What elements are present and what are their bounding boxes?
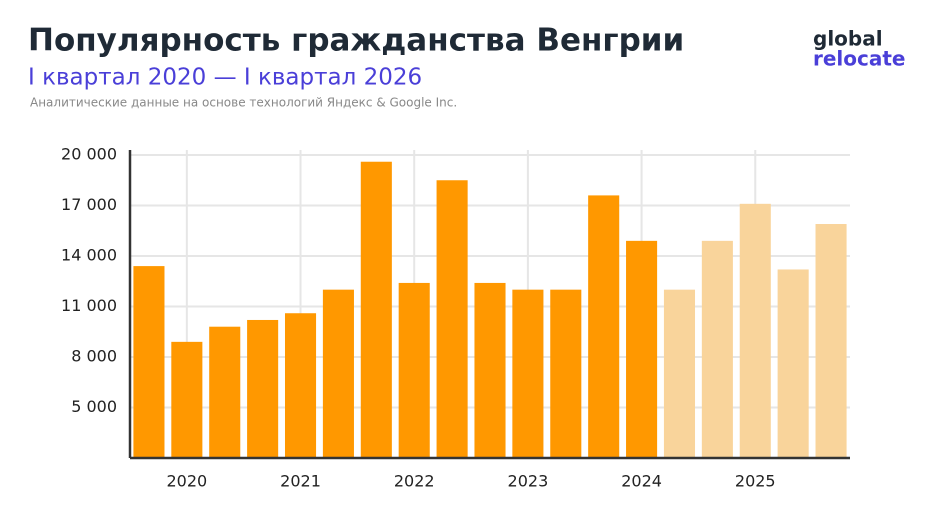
y-tick-label: 14 000 bbox=[61, 246, 117, 265]
bar bbox=[436, 180, 468, 458]
x-tick-label: 2024 bbox=[621, 472, 662, 491]
bar bbox=[512, 289, 544, 458]
bar bbox=[550, 289, 582, 458]
bar bbox=[360, 161, 392, 458]
x-tick-label: 2020 bbox=[166, 472, 207, 491]
bar bbox=[588, 195, 620, 458]
chart-title: Популярность гражданства Венгрии bbox=[28, 23, 684, 59]
bar bbox=[247, 319, 279, 458]
bar bbox=[322, 289, 354, 458]
logo-line-2: relocate bbox=[813, 47, 906, 71]
bar bbox=[777, 269, 809, 458]
x-tick-label: 2022 bbox=[394, 472, 435, 491]
y-tick-label: 20 000 bbox=[61, 145, 117, 164]
y-tick-label: 5 000 bbox=[71, 397, 117, 416]
x-tick-label: 2025 bbox=[735, 472, 776, 491]
bar bbox=[398, 282, 430, 458]
bar bbox=[474, 282, 506, 458]
bar bbox=[739, 203, 771, 458]
bar bbox=[663, 289, 696, 458]
bar bbox=[209, 326, 241, 458]
bar bbox=[171, 341, 203, 458]
source-note: Аналитические данные на основе технологи… bbox=[30, 96, 457, 110]
chart-subtitle: I квартал 2020 — I квартал 2026 bbox=[28, 65, 422, 91]
y-tick-label: 8 000 bbox=[71, 347, 117, 366]
bar bbox=[815, 224, 847, 458]
y-tick-label: 17 000 bbox=[61, 195, 117, 214]
bar bbox=[284, 313, 317, 458]
y-tick-label: 11 000 bbox=[61, 296, 117, 315]
x-tick-label: 2023 bbox=[508, 472, 549, 491]
x-tick-label: 2021 bbox=[280, 472, 321, 491]
bar bbox=[626, 240, 658, 458]
bar bbox=[133, 266, 165, 458]
bar bbox=[701, 240, 733, 458]
logo-line-1: global bbox=[813, 27, 883, 51]
